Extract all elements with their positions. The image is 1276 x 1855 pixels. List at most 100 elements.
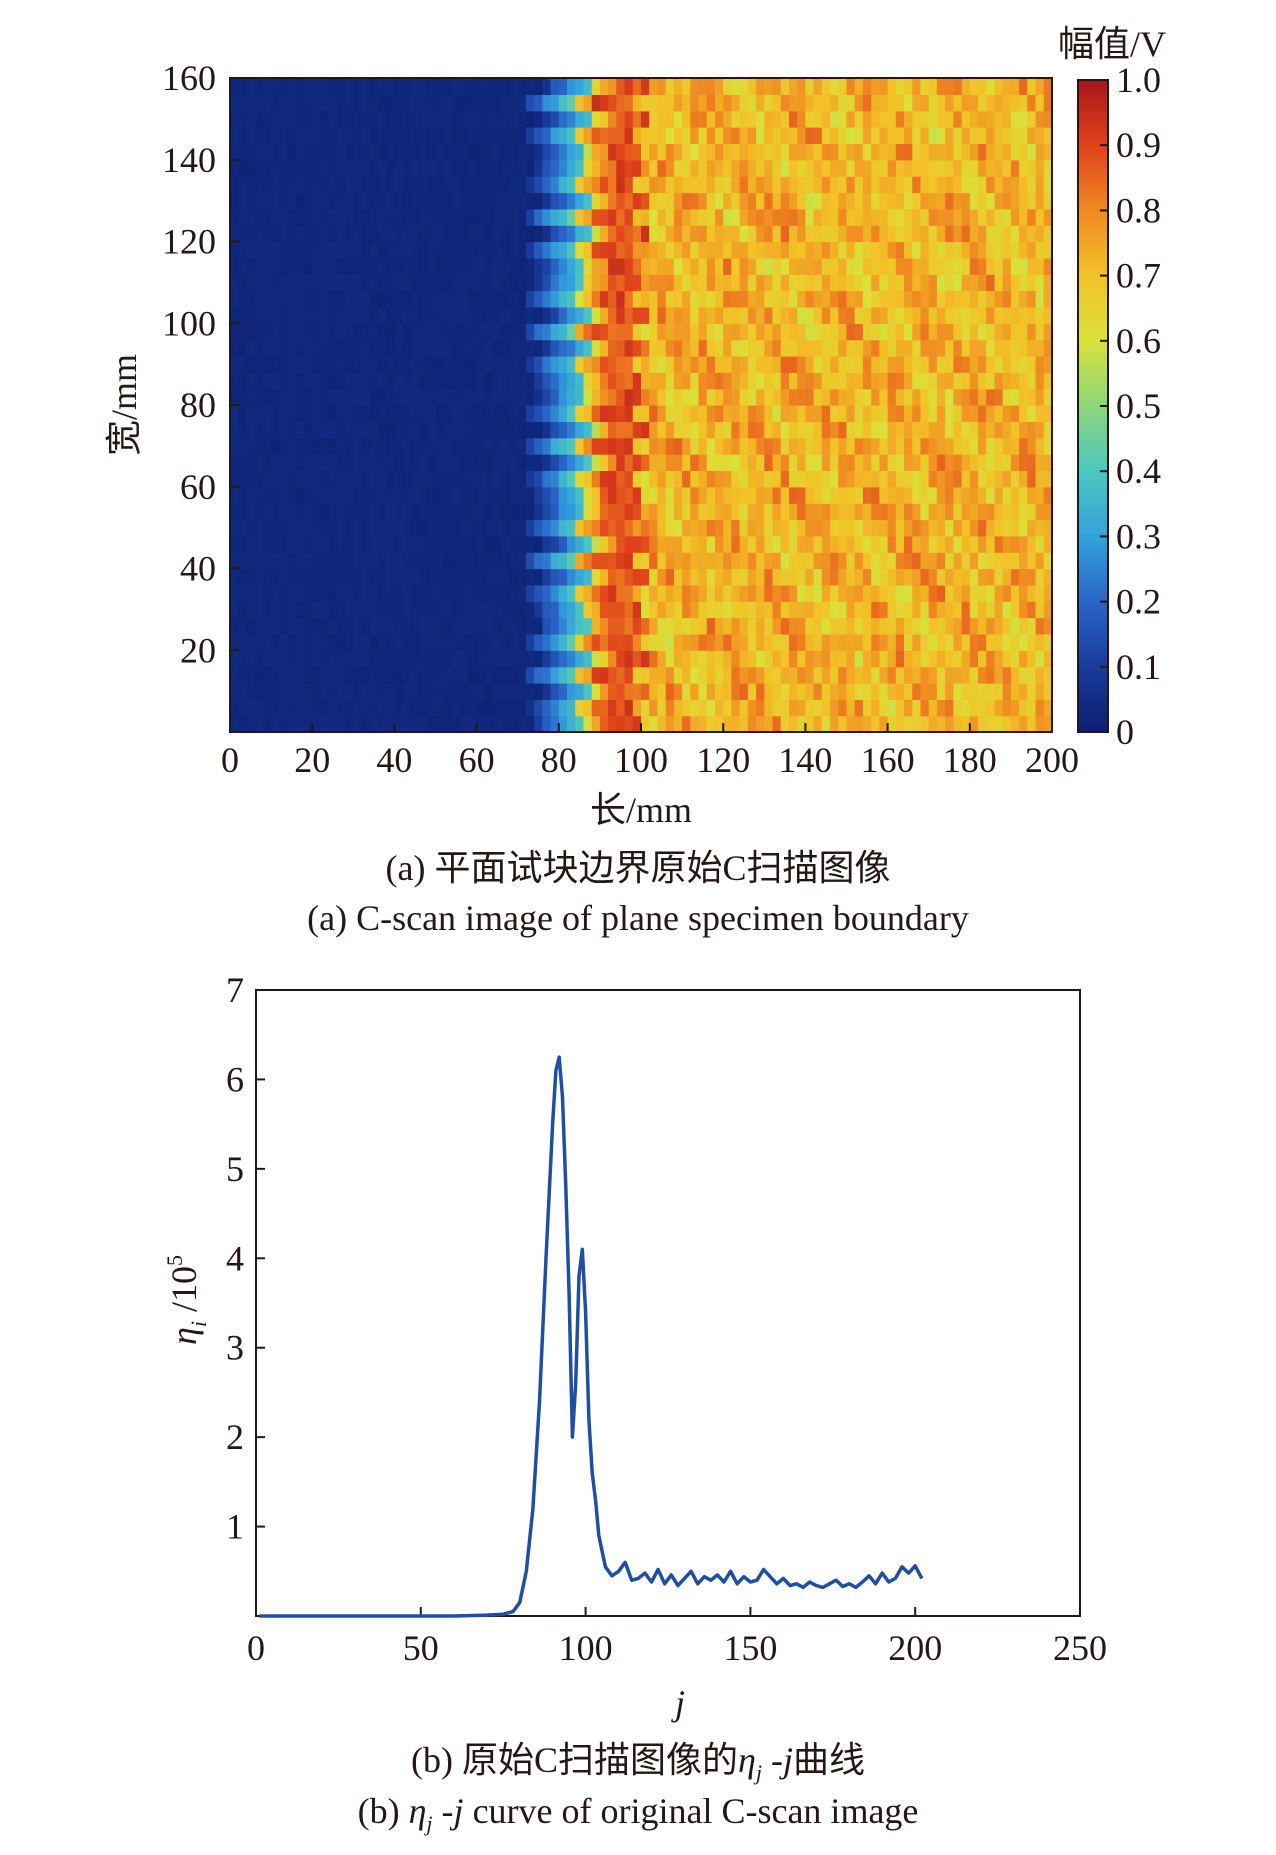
heatmap-cell (460, 78, 469, 95)
heatmap-cell (953, 470, 963, 488)
heatmap-cell (525, 192, 535, 210)
heatmap-cell (608, 323, 617, 341)
heatmap-cell (641, 159, 650, 177)
heatmap-cell (854, 127, 864, 144)
heatmap-cell (312, 617, 321, 635)
heatmap-cell (821, 437, 831, 455)
heatmap-cell (238, 339, 247, 357)
heatmap-cell (862, 454, 872, 471)
heatmap-cell (345, 633, 354, 651)
heatmap-cell (641, 454, 650, 471)
heatmap-cell (887, 421, 897, 439)
heatmap-cell (468, 306, 478, 324)
heatmap-cell (287, 699, 297, 717)
heatmap-cell (813, 306, 823, 324)
heatmap-cell (1027, 225, 1037, 243)
heatmap-cell (641, 683, 650, 700)
heatmap-cell (608, 372, 617, 390)
heatmap-cell (468, 405, 478, 422)
heatmap-cell (747, 257, 757, 275)
heatmap-cell (583, 617, 593, 635)
heatmap-cell (550, 535, 560, 553)
heatmap-cell (443, 110, 453, 128)
heatmap-cell (1043, 159, 1053, 177)
heatmap-cell (871, 208, 880, 226)
heatmap-cell (764, 78, 774, 95)
heatmap-cell (394, 94, 404, 112)
heatmap-cell (517, 666, 527, 684)
heatmap-cell (1002, 421, 1012, 439)
heatmap-cell (386, 225, 395, 243)
heatmap-cell (591, 241, 601, 259)
heatmap-cell (936, 683, 946, 700)
heatmap-cell (484, 356, 494, 373)
heatmap-cell (246, 715, 256, 733)
heatmap-cell (1035, 535, 1045, 553)
heatmap-cell (920, 290, 930, 308)
heatmap-cell (632, 110, 642, 128)
heatmap-cell (542, 306, 552, 324)
heatmap-cell (862, 666, 872, 684)
heatmap-cell (230, 650, 239, 668)
heatmap-cell (830, 421, 839, 439)
heatmap-cell (271, 274, 280, 292)
heatmap-cell (246, 633, 256, 651)
heatmap-cell (599, 535, 609, 553)
heatmap-cell (484, 159, 494, 177)
heatmap-cell (353, 699, 363, 717)
heatmap-cell (328, 683, 338, 700)
heatmap-cell (936, 159, 946, 177)
heatmap-cell (443, 208, 453, 226)
heatmap-cell (271, 568, 280, 586)
heatmap-cell (632, 339, 642, 357)
heatmap-cell (838, 617, 848, 635)
heatmap-cell (673, 601, 683, 619)
heatmap-cell (320, 405, 330, 422)
heatmap-cell (994, 388, 1004, 406)
heatmap-cell (838, 552, 848, 570)
heatmap-cell (550, 78, 560, 95)
heatmap-cell (731, 535, 741, 553)
heatmap-cell (583, 356, 593, 373)
heatmap-cell (353, 454, 363, 471)
heatmap-cell (945, 94, 954, 112)
heatmap-cell (320, 241, 330, 259)
heatmap-cell (468, 290, 478, 308)
heatmap-cell (682, 454, 691, 471)
heatmap-cell (583, 274, 593, 292)
heatmap-cell (386, 601, 395, 619)
heatmap-cell (271, 552, 280, 570)
heatmap-cell (517, 110, 527, 128)
heatmap-cell (271, 339, 280, 357)
heatmap-cell (279, 208, 289, 226)
heatmap-cell (238, 241, 247, 259)
heatmap-cell (295, 519, 305, 537)
heatmap-cell (304, 339, 313, 357)
heatmap-cell (575, 699, 584, 717)
heatmap-cell (476, 192, 486, 210)
heatmap-cell (723, 388, 732, 406)
heatmap-cell (328, 437, 338, 455)
heatmap-cell (739, 666, 749, 684)
heatmap-cell (936, 127, 946, 144)
heatmap-cell (427, 143, 437, 161)
heatmap-cell (895, 683, 905, 700)
heatmap-cell (879, 356, 889, 373)
heatmap-cell (994, 519, 1004, 537)
heatmap-cell (789, 568, 798, 586)
heatmap-cell (821, 650, 831, 668)
heatmap-cell (665, 601, 675, 619)
heatmap-cell (969, 225, 979, 243)
heatmap-cell (690, 339, 700, 357)
heatmap-cell (410, 290, 420, 308)
heatmap-cell (945, 388, 954, 406)
heatmap-cell (484, 78, 494, 95)
heatmap-cell (904, 388, 913, 406)
heatmap-cell (698, 323, 708, 341)
heatmap-cell (986, 405, 995, 422)
heatmap-cell (575, 176, 584, 194)
heatmap-cell (969, 192, 979, 210)
heatmap-cell (945, 110, 954, 128)
heatmap-cell (665, 519, 675, 537)
heatmap-cell (1019, 683, 1028, 700)
